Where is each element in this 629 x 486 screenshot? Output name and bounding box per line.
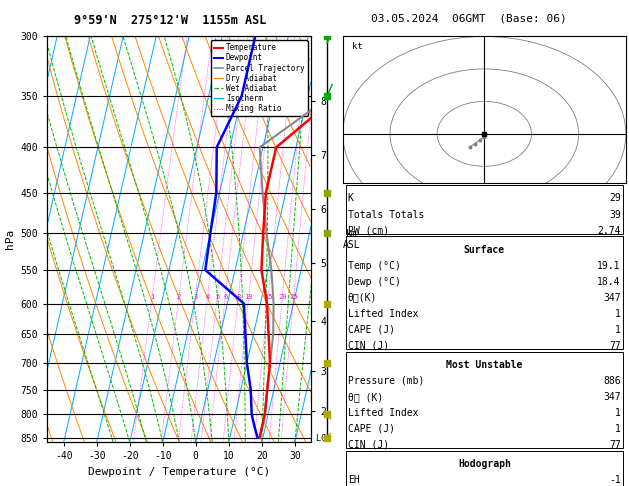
Text: Totals Totals: Totals Totals	[348, 209, 424, 220]
Text: 10: 10	[244, 294, 253, 300]
Text: 29: 29	[609, 193, 621, 204]
Y-axis label: hPa: hPa	[5, 229, 15, 249]
Text: PW (cm): PW (cm)	[348, 226, 389, 236]
Text: 2.74: 2.74	[598, 226, 621, 236]
Text: Lifted Index: Lifted Index	[348, 309, 418, 319]
Text: K: K	[348, 193, 353, 204]
Text: Pressure (mb): Pressure (mb)	[348, 376, 424, 386]
Text: CAPE (J): CAPE (J)	[348, 325, 395, 335]
Text: 1: 1	[150, 294, 154, 300]
Text: 4: 4	[205, 294, 209, 300]
Text: EH: EH	[348, 475, 360, 485]
Text: 1: 1	[615, 309, 621, 319]
Legend: Temperature, Dewpoint, Parcel Trajectory, Dry Adiabat, Wet Adiabat, Isotherm, Mi: Temperature, Dewpoint, Parcel Trajectory…	[211, 40, 308, 116]
Text: CIN (J): CIN (J)	[348, 341, 389, 351]
Text: 347: 347	[603, 392, 621, 402]
Text: CAPE (J): CAPE (J)	[348, 424, 395, 434]
Text: 9°59'N  275°12'W  1155m ASL: 9°59'N 275°12'W 1155m ASL	[74, 14, 266, 27]
Text: θᴇ(K): θᴇ(K)	[348, 293, 377, 303]
Text: Dewp (°C): Dewp (°C)	[348, 277, 401, 287]
Text: LCL: LCL	[311, 434, 331, 443]
Text: 2: 2	[177, 294, 181, 300]
Text: 3: 3	[193, 294, 198, 300]
Text: Most Unstable: Most Unstable	[446, 360, 523, 370]
Text: 20: 20	[278, 294, 287, 300]
Y-axis label: km
ASL: km ASL	[342, 228, 360, 250]
Text: 18.4: 18.4	[598, 277, 621, 287]
Text: Lifted Index: Lifted Index	[348, 408, 418, 418]
Text: 6: 6	[223, 294, 227, 300]
Text: 886: 886	[603, 376, 621, 386]
Text: Surface: Surface	[464, 244, 505, 255]
Text: 19.1: 19.1	[598, 260, 621, 271]
Text: 39: 39	[609, 209, 621, 220]
Text: 1: 1	[615, 424, 621, 434]
Text: 25: 25	[289, 294, 298, 300]
Text: 1: 1	[615, 325, 621, 335]
Text: θᴇ (K): θᴇ (K)	[348, 392, 383, 402]
Text: 1: 1	[615, 408, 621, 418]
Text: Hodograph: Hodograph	[458, 459, 511, 469]
Text: 5: 5	[215, 294, 220, 300]
Text: -1: -1	[609, 475, 621, 485]
Text: 8: 8	[236, 294, 240, 300]
X-axis label: Dewpoint / Temperature (°C): Dewpoint / Temperature (°C)	[88, 467, 270, 477]
Text: 77: 77	[609, 440, 621, 450]
Text: Temp (°C): Temp (°C)	[348, 260, 401, 271]
Text: CIN (J): CIN (J)	[348, 440, 389, 450]
Text: 77: 77	[609, 341, 621, 351]
Text: kt: kt	[352, 42, 363, 52]
Text: 15: 15	[264, 294, 272, 300]
Text: 347: 347	[603, 293, 621, 303]
Text: 03.05.2024  06GMT  (Base: 06): 03.05.2024 06GMT (Base: 06)	[370, 14, 567, 24]
